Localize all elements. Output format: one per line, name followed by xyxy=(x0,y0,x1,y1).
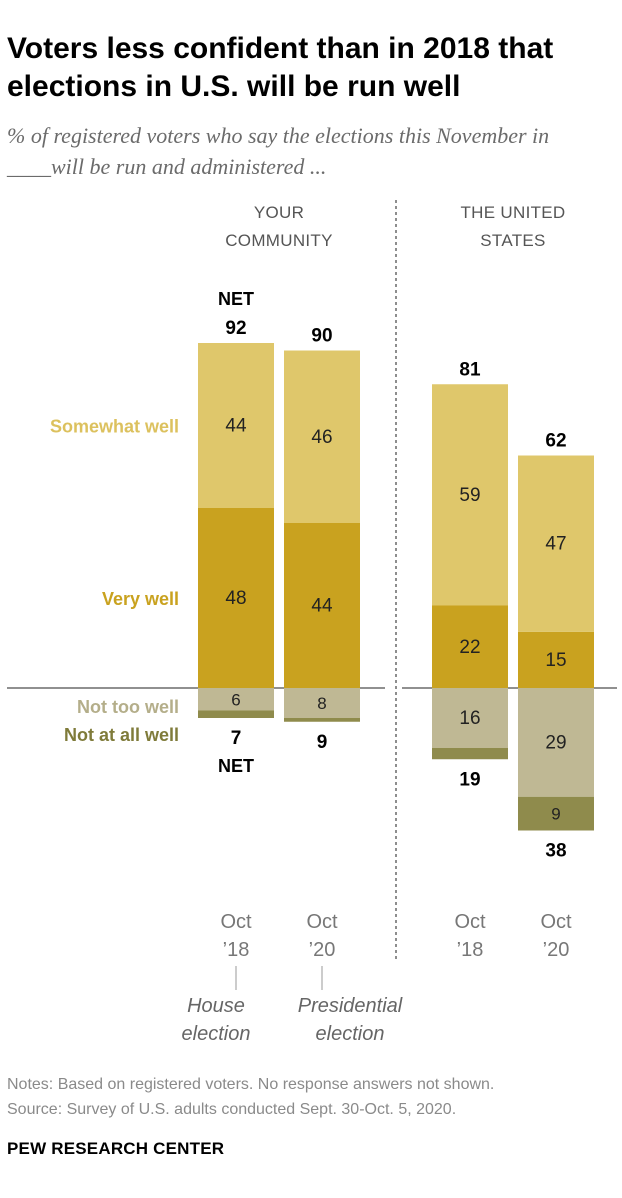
bar-segment xyxy=(198,710,274,718)
brand-label: PEW RESEARCH CENTER xyxy=(7,1139,225,1158)
event-annotation: election xyxy=(316,1023,385,1045)
segment-value-label: 48 xyxy=(225,588,246,609)
notes-block: Notes: Based on registered voters. No re… xyxy=(7,1072,494,1122)
x-tick-label: ’20 xyxy=(309,939,336,961)
segment-value-label: 8 xyxy=(317,694,326,713)
legend-label: Not too well xyxy=(77,697,179,717)
bar-segment xyxy=(432,688,508,748)
legend-label: Somewhat well xyxy=(50,417,179,437)
segment-value-label: 15 xyxy=(545,650,566,671)
bar-segment xyxy=(284,688,360,718)
chart-subtitle: % of registered voters who say the elect… xyxy=(7,123,550,179)
legend-label: Very well xyxy=(102,589,179,609)
segment-value-label: 16 xyxy=(459,708,480,729)
x-tick-label: Oct xyxy=(220,911,252,933)
segment-value-label: 29 xyxy=(545,732,566,753)
event-annotation: House xyxy=(187,995,245,1017)
event-annotation: election xyxy=(182,1023,251,1045)
group-label: YOUR xyxy=(254,203,304,222)
legend-label: Not at all well xyxy=(64,725,179,745)
segment-value-label: 46 xyxy=(311,427,332,448)
bar-segment xyxy=(518,688,594,797)
segment-value-label: 44 xyxy=(225,416,247,437)
net-caption-top: NET xyxy=(218,289,254,309)
bar-segment xyxy=(284,523,360,688)
segment-value-label: 47 xyxy=(545,534,566,555)
notes-text: Notes: Based on registered voters. No re… xyxy=(7,1076,495,1093)
bar-segment xyxy=(432,605,508,688)
x-tick-label: ’20 xyxy=(543,939,570,961)
source-text: Source: Survey of U.S. adults conducted … xyxy=(7,1101,457,1118)
group-label: THE UNITED xyxy=(461,203,566,222)
bar-segment xyxy=(432,384,508,606)
net-positive-label: 62 xyxy=(545,431,566,452)
bar-segment xyxy=(518,455,594,632)
group-label: STATES xyxy=(480,231,545,250)
x-tick-label: Oct xyxy=(306,911,338,933)
net-negative-label: 7 xyxy=(231,728,242,749)
x-tick-label: ’18 xyxy=(223,939,250,961)
segment-value-label: 44 xyxy=(311,596,333,617)
bar-segment xyxy=(284,718,360,722)
net-negative-label: 9 xyxy=(317,732,328,753)
bar-segment xyxy=(284,350,360,523)
bar-segment xyxy=(198,688,274,711)
segment-value-label: 22 xyxy=(459,637,480,658)
net-positive-label: 90 xyxy=(311,326,332,347)
net-negative-label: 19 xyxy=(459,769,480,790)
net-caption-bottom: NET xyxy=(218,756,254,776)
bar-segment xyxy=(198,343,274,508)
group-label: COMMUNITY xyxy=(225,231,333,250)
chart: YOUR COMMUNITY THE UNITED STATES 48 44 6 92 7 NET… xyxy=(7,200,617,1045)
x-tick-label: Oct xyxy=(454,911,486,933)
segment-value-label: 6 xyxy=(231,690,240,709)
x-tick-label: ’18 xyxy=(457,939,484,961)
bar-segment xyxy=(198,508,274,688)
net-negative-label: 38 xyxy=(545,841,566,862)
bar-segment xyxy=(432,748,508,760)
x-tick-label: Oct xyxy=(540,911,572,933)
segment-value-label: 9 xyxy=(551,805,560,824)
event-annotation: Presidential xyxy=(298,995,403,1017)
segment-value-label: 59 xyxy=(459,485,480,506)
bar-segment xyxy=(518,631,594,688)
chart-title: Voters less confident than in 2018 that … xyxy=(7,32,554,103)
net-positive-label: 92 xyxy=(225,318,246,339)
net-positive-label: 81 xyxy=(459,359,481,380)
bar-segment xyxy=(518,796,594,831)
